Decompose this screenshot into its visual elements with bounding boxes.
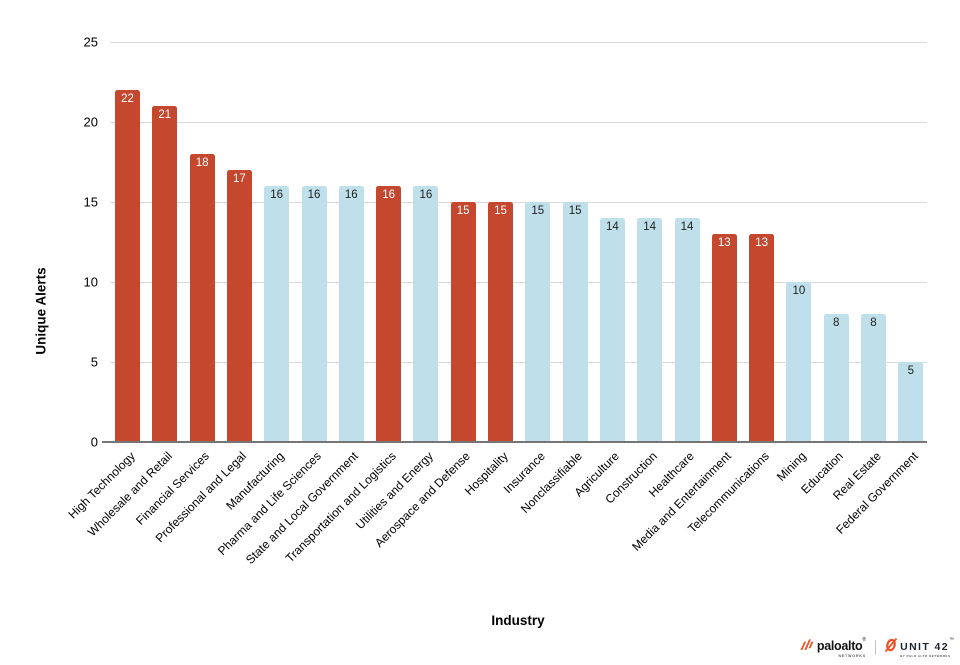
bar-mining: 10 bbox=[786, 282, 812, 442]
x-axis-line bbox=[102, 441, 927, 443]
bar-value-label: 10 bbox=[792, 285, 806, 297]
brand-footer: paloalto® NETWORKS UNIT 42™ BY PALO ALTO… bbox=[800, 636, 954, 659]
unit42-logo-text-block: UNIT 42™ BY PALO ALTO NETWORKS bbox=[900, 636, 954, 659]
bar-value-label: 22 bbox=[121, 93, 134, 105]
bar-wholesale-and-retail: 21 bbox=[152, 106, 178, 442]
bar-value-label: 15 bbox=[456, 205, 470, 217]
bar-aerospace-and-defense: 15 bbox=[450, 202, 476, 442]
unit42-subtext: BY PALO ALTO NETWORKS bbox=[900, 654, 951, 658]
bar-healthcare: 14 bbox=[674, 218, 700, 442]
gridline bbox=[110, 41, 927, 43]
bar-value-label: 16 bbox=[419, 189, 433, 201]
y-tick-label: 0 bbox=[90, 434, 98, 450]
y-tick-label: 20 bbox=[83, 114, 98, 130]
bar-value-label: 17 bbox=[232, 173, 246, 185]
bar-value-label: 15 bbox=[531, 205, 545, 217]
bar-value-label: 13 bbox=[717, 237, 731, 249]
bar-education: 8 bbox=[823, 314, 849, 442]
bar-value-label: 16 bbox=[307, 189, 321, 201]
bar-state-and-local-government: 16 bbox=[338, 186, 364, 442]
bar-telecommunications: 13 bbox=[749, 234, 775, 442]
gridline bbox=[110, 121, 927, 123]
bar-value-label: 16 bbox=[270, 189, 284, 201]
bar-value-label: 14 bbox=[680, 221, 694, 233]
bar-value-label: 14 bbox=[605, 221, 619, 233]
bar-value-label: 8 bbox=[832, 317, 840, 329]
footer-divider bbox=[875, 640, 877, 656]
bar-agriculture: 14 bbox=[599, 218, 625, 442]
bar-value-label: 15 bbox=[568, 205, 582, 217]
paloalto-logo-text-block: paloalto® NETWORKS bbox=[816, 636, 867, 659]
y-tick-label: 5 bbox=[90, 354, 98, 370]
bar-high-technology: 22 bbox=[115, 90, 140, 442]
bar-construction: 14 bbox=[637, 218, 663, 442]
bar-hospitality: 15 bbox=[488, 202, 513, 442]
paloalto-networks-subtext: NETWORKS bbox=[838, 653, 867, 658]
bar-value-label: 13 bbox=[755, 237, 768, 249]
bar-federal-government: 5 bbox=[898, 362, 924, 442]
bar-value-label: 8 bbox=[870, 317, 877, 329]
bar-financial-services: 18 bbox=[189, 154, 215, 442]
bar-value-label: 14 bbox=[643, 221, 657, 233]
plot-area: 0 5 10 15 20 25 22 High Technology 21 Wholesale a… bbox=[65, 35, 927, 567]
bar-value-label: 15 bbox=[494, 205, 507, 217]
y-axis-title: Unique Alerts bbox=[33, 267, 49, 355]
unit42-logo: UNIT 42™ BY PALO ALTO NETWORKS bbox=[885, 636, 954, 659]
bar-value-label: 5 bbox=[907, 365, 914, 377]
trademark-mark: ™ bbox=[949, 636, 954, 643]
bar-insurance: 15 bbox=[525, 202, 551, 442]
y-tick-label: 10 bbox=[83, 274, 98, 290]
gridline bbox=[110, 201, 927, 203]
bar-utilities-and-energy: 16 bbox=[413, 186, 439, 442]
bar-value-label: 16 bbox=[382, 189, 395, 201]
bar-transportation-and-logistics: 16 bbox=[376, 186, 402, 442]
x-axis-title: Industry bbox=[491, 613, 545, 628]
bar-value-label: 18 bbox=[195, 157, 209, 169]
bar-manufacturing: 16 bbox=[264, 186, 290, 442]
bar-nonclassifiable: 15 bbox=[562, 202, 588, 442]
unit42-logo-text: UNIT 42 bbox=[900, 640, 949, 653]
registered-mark: ® bbox=[862, 636, 867, 643]
bar-value-label: 21 bbox=[158, 109, 172, 121]
bar-pharma-and-life-sciences: 16 bbox=[301, 186, 327, 442]
paloalto-logo-icon bbox=[800, 638, 814, 650]
paloalto-logo-text: paloalto bbox=[816, 638, 863, 653]
gridline bbox=[110, 361, 927, 363]
bar-value-label: 16 bbox=[344, 189, 358, 201]
gridline bbox=[110, 281, 927, 283]
bar-real-estate: 8 bbox=[861, 314, 886, 442]
paloalto-networks-logo: paloalto® NETWORKS bbox=[800, 636, 867, 659]
bar-media-and-entertainment: 13 bbox=[711, 234, 737, 442]
unit42-logo-icon bbox=[885, 637, 898, 652]
y-tick-label: 15 bbox=[83, 194, 98, 210]
y-tick-label: 25 bbox=[83, 34, 98, 50]
bar-professional-and-legal: 17 bbox=[226, 170, 252, 442]
